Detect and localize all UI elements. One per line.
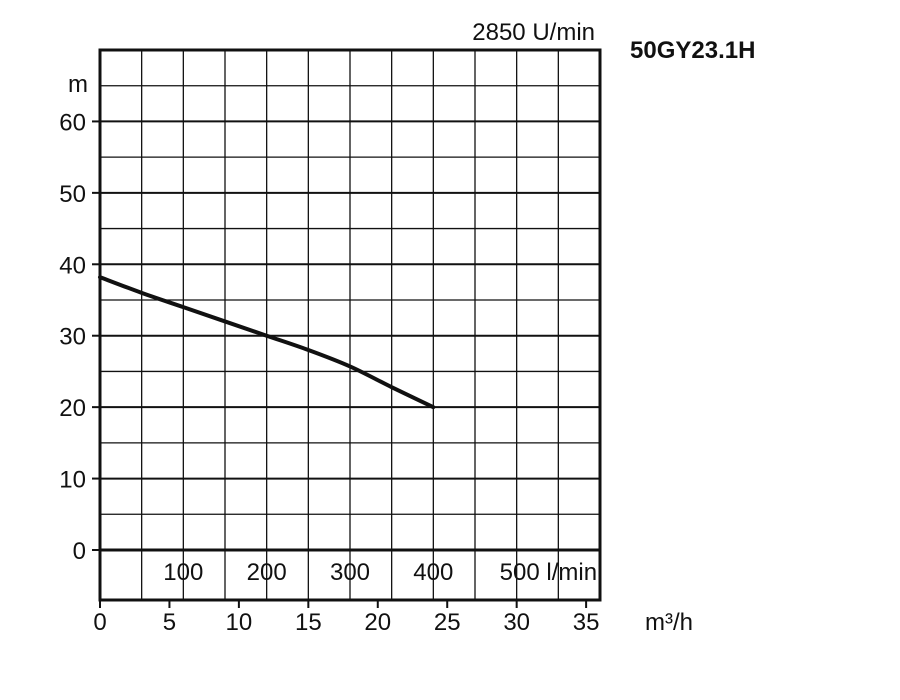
y-tick-label: 30 xyxy=(59,324,86,351)
y-tick-label: 60 xyxy=(59,109,86,136)
y-tick-label: 10 xyxy=(59,467,86,494)
x-tick-label: 25 xyxy=(434,609,461,636)
plot-frame xyxy=(92,48,602,608)
x-axis-unit-label: m³/h xyxy=(645,609,693,636)
secondary-x-tick-label: 100 xyxy=(163,559,203,586)
x-tick-label: 20 xyxy=(364,609,391,636)
x-tick-label: 15 xyxy=(295,609,322,636)
x-tick-label: 5 xyxy=(163,609,176,636)
y-tick-label: 50 xyxy=(59,181,86,208)
labels-layer: 2850 U/min 50GY23.1H m m³/h 010203040506… xyxy=(59,19,755,636)
y-tick-label: 40 xyxy=(59,252,86,279)
y-axis-unit-label: m xyxy=(68,71,88,98)
secondary-x-tick-label: 300 xyxy=(330,559,370,586)
plot-border xyxy=(98,48,602,602)
head-flow-curve xyxy=(98,275,436,410)
x-tick-label: 30 xyxy=(503,609,530,636)
secondary-x-tick-label: 500 l/min xyxy=(500,559,597,586)
model-label: 50GY23.1H xyxy=(630,37,755,64)
curve-layer xyxy=(98,275,436,410)
grid xyxy=(100,50,600,600)
speed-label: 2850 U/min xyxy=(472,19,595,46)
y-tick-label: 0 xyxy=(73,538,86,565)
x-tick-label: 10 xyxy=(226,609,253,636)
secondary-x-tick-label: 200 xyxy=(247,559,287,586)
y-tick-label: 20 xyxy=(59,395,86,422)
x-tick-label: 35 xyxy=(573,609,600,636)
x-tick-label: 0 xyxy=(93,609,106,636)
secondary-x-tick-label: 400 xyxy=(413,559,453,586)
